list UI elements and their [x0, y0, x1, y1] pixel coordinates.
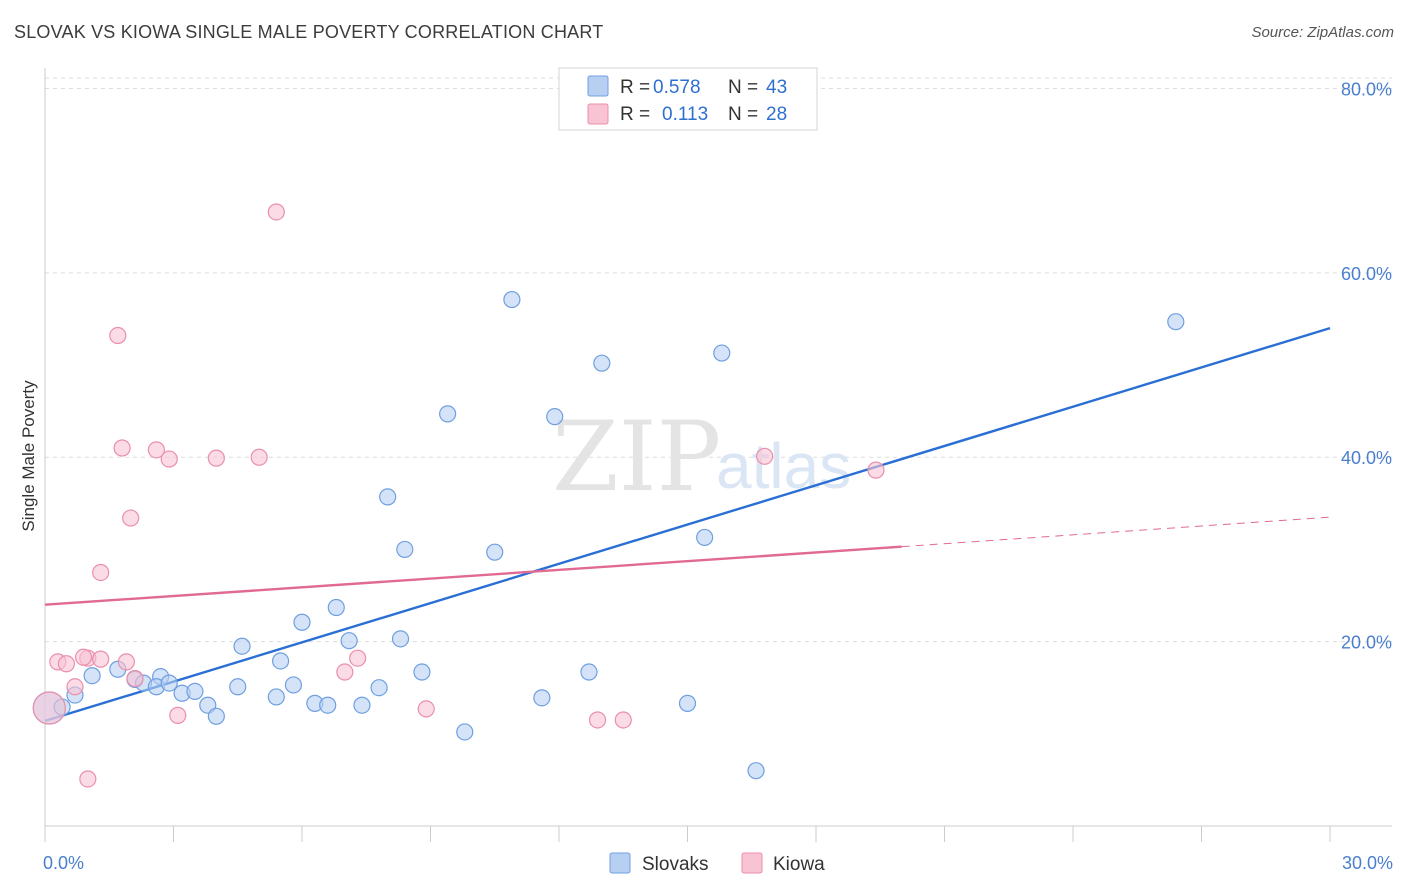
watermark: ZIP atlas — [552, 401, 851, 513]
data-point-kiowa — [113, 439, 131, 457]
bottom-legend-label-slovaks: Slovaks — [642, 854, 709, 875]
data-point-kiowa — [126, 669, 144, 688]
legend-r-value-slovaks: 0.578 — [653, 77, 701, 98]
data-point-kiowa — [74, 648, 93, 666]
data-point-slovaks — [370, 679, 388, 697]
data-point-kiowa — [250, 448, 268, 466]
y-axis-label: Single Male Poverty — [19, 380, 38, 532]
data-point-slovaks — [229, 678, 247, 696]
data-point-slovaks — [713, 344, 731, 362]
bottom-legend-swatch-kiowa — [741, 852, 763, 874]
data-point-slovaks — [271, 652, 290, 670]
data-point-slovaks — [83, 667, 101, 685]
data-point-slovaks — [353, 696, 371, 714]
data-point-slovaks — [379, 488, 397, 506]
trendline-kiowa-extension — [901, 516, 1331, 548]
x-tick-label: 30.0% — [1342, 853, 1393, 873]
source-label: Source: ZipAtlas.com — [1251, 24, 1394, 41]
data-point-kiowa — [79, 770, 97, 788]
legend-r-value-kiowa: 0.113 — [662, 104, 708, 125]
data-point-kiowa — [32, 691, 66, 725]
data-point-slovaks — [546, 408, 564, 426]
data-point-kiowa — [867, 461, 885, 479]
data-point-kiowa — [207, 449, 225, 467]
trendlines — [44, 326, 1331, 723]
data-point-slovaks — [580, 663, 598, 681]
bottom-legend-swatch-slovaks — [609, 852, 631, 874]
data-point-slovaks — [327, 598, 345, 617]
data-point-kiowa — [109, 326, 127, 345]
legend-n-label-slovaks: N = — [728, 77, 758, 98]
legend-swatch-slovaks — [587, 75, 609, 97]
trendline-slovaks — [44, 326, 1331, 723]
data-point-slovaks — [293, 613, 311, 631]
data-point-kiowa — [588, 711, 607, 729]
data-point-slovaks — [533, 689, 551, 707]
data-point-slovaks — [267, 688, 285, 706]
data-point-kiowa — [122, 509, 140, 527]
data-point-kiowa — [169, 706, 187, 724]
data-point-kiowa — [755, 447, 774, 465]
legend-n-label-kiowa: N = — [728, 104, 758, 125]
data-point-slovaks — [439, 405, 457, 423]
x-tick-label: 0.0% — [43, 853, 84, 873]
data-point-slovaks — [319, 696, 337, 714]
data-point-slovaks — [1167, 313, 1185, 331]
chart-title: SLOVAK VS KIOWA SINGLE MALE POVERTY CORR… — [14, 22, 604, 42]
data-points — [32, 203, 1185, 788]
trendline-kiowa — [44, 545, 902, 606]
data-point-kiowa — [57, 655, 76, 673]
legend-n-value-kiowa: 28 — [766, 104, 787, 125]
data-point-kiowa — [614, 711, 632, 729]
data-point-slovaks — [160, 674, 178, 692]
data-point-slovaks — [413, 663, 431, 681]
y-tick-label: 40.0% — [1341, 448, 1392, 468]
data-point-slovaks — [503, 290, 521, 309]
data-point-kiowa — [92, 650, 110, 668]
data-point-slovaks — [696, 528, 714, 547]
y-tick-label: 80.0% — [1341, 79, 1392, 99]
data-point-slovaks — [456, 723, 474, 741]
data-point-slovaks — [396, 540, 414, 559]
data-point-kiowa — [147, 441, 165, 459]
data-point-kiowa — [66, 678, 84, 696]
data-point-slovaks — [186, 682, 204, 700]
data-point-slovaks — [593, 354, 611, 372]
data-point-kiowa — [160, 450, 178, 468]
data-point-kiowa — [417, 700, 435, 718]
watermark-atlas: atlas — [716, 430, 851, 502]
data-point-slovaks — [678, 694, 697, 712]
legend-swatch-kiowa — [587, 103, 609, 125]
data-point-slovaks — [747, 762, 765, 780]
data-point-slovaks — [233, 637, 251, 655]
data-point-slovaks — [207, 707, 225, 725]
y-tick-label: 60.0% — [1341, 264, 1392, 284]
legend-r-label-slovaks: R = — [620, 77, 650, 98]
data-point-kiowa — [267, 203, 285, 221]
bottom-legend: Slovaks Kiowa — [609, 852, 825, 875]
tick-labels: 20.0% 40.0% 60.0% 80.0% 0.0% 30.0% — [43, 79, 1393, 873]
watermark-zip: ZIP — [552, 401, 721, 513]
data-point-slovaks — [284, 676, 303, 694]
bottom-legend-label-kiowa: Kiowa — [773, 854, 825, 875]
data-point-kiowa — [117, 653, 135, 671]
legend-r-label-kiowa: R = — [620, 104, 650, 125]
legend-box: R = 0.578 N = 43 R = 0.113 N = 28 — [558, 67, 818, 131]
data-point-kiowa — [349, 649, 367, 667]
data-point-kiowa — [336, 663, 354, 681]
data-point-slovaks — [486, 543, 504, 561]
data-point-slovaks — [391, 630, 410, 648]
data-point-slovaks — [340, 632, 358, 650]
data-point-kiowa — [92, 563, 110, 582]
y-tick-label: 20.0% — [1341, 633, 1392, 653]
legend-n-value-slovaks: 43 — [766, 77, 787, 98]
